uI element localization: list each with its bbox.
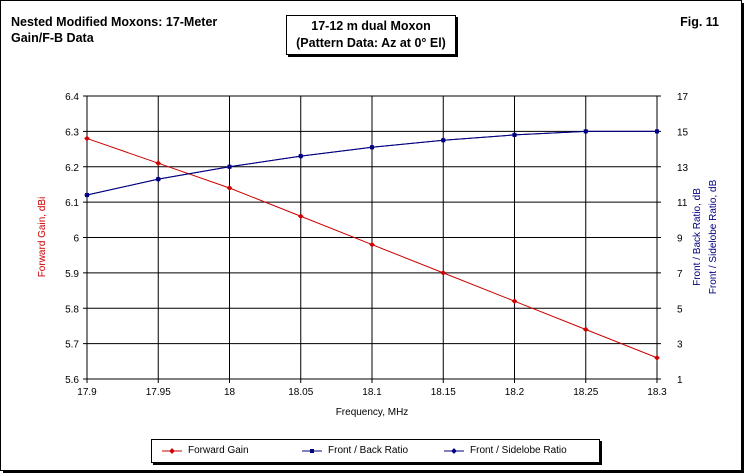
data-point-front-sidelobe-ratio	[654, 128, 660, 135]
y-left-tick-label: 6	[73, 234, 79, 245]
x-tick-label: 18.25	[573, 387, 598, 398]
data-point-forward-gain	[297, 213, 304, 220]
data-point-forward-gain	[511, 298, 518, 305]
x-tick-label: 18.2	[505, 387, 525, 398]
x-tick-label: 17.9	[77, 387, 97, 398]
data-point-forward-gain	[369, 241, 375, 248]
series-group	[84, 128, 660, 361]
chart-title-line2: Gain/F-B Data	[11, 31, 94, 45]
data-point-front-sidelobe-ratio	[297, 153, 304, 159]
grid-lines	[87, 96, 657, 379]
data-point-front-sidelobe-ratio	[84, 192, 90, 198]
data-point-forward-gain	[582, 326, 589, 333]
y-left-tick-label: 6.3	[65, 127, 79, 138]
data-point-front-sidelobe-ratio	[582, 128, 589, 135]
chart-title-line1: Nested Modified Moxons: 17-Meter	[11, 15, 218, 29]
figure-label: Fig. 11	[680, 15, 719, 29]
center-title-line2: (Pattern Data: Az at 0° El)	[296, 36, 446, 50]
legend-label-forward-gain: Forward Gain	[188, 445, 249, 456]
y-left-tick-label: 5.7	[65, 340, 79, 351]
y-right-tick-label: 7	[677, 269, 683, 280]
legend-marker-forward-gain	[169, 448, 175, 454]
y-right-tick-label: 1	[677, 375, 683, 386]
data-point-forward-gain	[226, 185, 233, 191]
x-tick-label: 18.15	[431, 387, 456, 398]
y-right-tick-label: 3	[677, 340, 683, 351]
y-left-tick-label: 6.2	[65, 163, 79, 174]
y-left-tick-label: 5.6	[65, 375, 79, 386]
y-right-tick-label: 15	[677, 127, 689, 138]
legend-marker-front-back	[310, 449, 314, 453]
data-point-forward-gain	[654, 354, 660, 361]
data-point-front-sidelobe-ratio	[369, 144, 375, 151]
legend-marker-front-sidelobe	[451, 448, 457, 454]
x-tick-label: 18.05	[288, 387, 313, 398]
chart-title-box: 17-12 m dual Moxon (Pattern Data: Az at …	[286, 15, 456, 55]
y-right-tick-label: 9	[677, 234, 683, 245]
y-left-tick-label: 5.8	[65, 304, 79, 315]
x-tick-label: 18.1	[362, 387, 382, 398]
data-point-forward-gain	[155, 160, 162, 167]
data-point-forward-gain	[84, 135, 90, 142]
data-point-forward-gain	[440, 270, 447, 276]
data-point-front-sidelobe-ratio	[226, 163, 233, 170]
y-left-axis-ticks: 5.6 5.7 5.8 5.9 6 6.1 6.2 6.3 6.4	[65, 92, 87, 386]
data-point-front-sidelobe-ratio	[511, 132, 518, 138]
y-right-tick-label: 13	[677, 163, 689, 174]
x-tick-label: 18	[224, 387, 236, 398]
legend-label-front-back: Front / Back Ratio	[328, 445, 409, 456]
y-right-axis-label-line2: Front / Sidelobe Ratio, dB	[708, 179, 719, 294]
chart-title-left: Nested Modified Moxons: 17-Meter Gain/F-…	[11, 14, 241, 46]
x-axis-label: Frequency, MHz	[336, 407, 409, 418]
y-right-tick-label: 11	[677, 198, 688, 209]
legend: Forward Gain Front / Back Ratio Front / …	[151, 439, 600, 463]
x-tick-label: 17.95	[146, 387, 171, 398]
data-point-front-sidelobe-ratio	[440, 137, 447, 144]
y-right-tick-label: 5	[677, 304, 683, 315]
y-left-tick-label: 6.1	[65, 198, 79, 209]
x-tick-label: 18.3	[647, 387, 667, 398]
y-right-tick-label: 17	[677, 92, 689, 103]
x-axis-ticks: 17.9 17.95 18 18.05 18.1 18.15 18.2 18.25 18.3	[77, 379, 667, 398]
y-right-axis-label-line1: Front / Back Ratio, dB	[692, 188, 703, 286]
y-left-tick-label: 5.9	[65, 269, 79, 280]
legend-label-front-sidelobe: Front / Sidelobe Ratio	[470, 445, 567, 456]
center-title-line1: 17-12 m dual Moxon	[311, 19, 431, 33]
data-point-front-sidelobe-ratio	[155, 176, 162, 182]
y-left-tick-label: 6.4	[65, 92, 79, 103]
y-left-axis-label: Forward Gain, dBi	[37, 197, 48, 278]
legend-symbols	[162, 448, 464, 454]
